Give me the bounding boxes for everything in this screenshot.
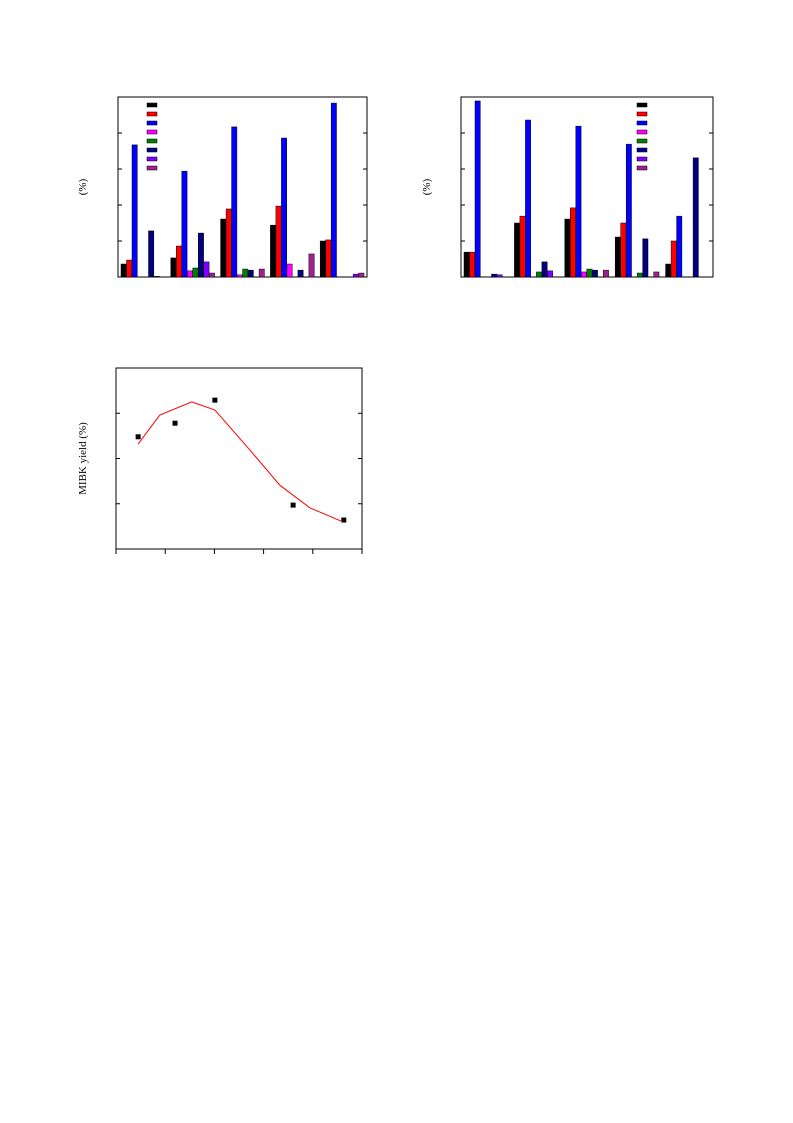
- bar: [586, 268, 593, 278]
- point: [290, 502, 296, 508]
- legend-swatch: [636, 165, 648, 171]
- y-axis-label: MIBK yield (%): [77, 422, 89, 495]
- bar: [514, 222, 520, 278]
- bar: [547, 270, 553, 278]
- legend-swatch: [146, 138, 158, 144]
- bar: [625, 143, 632, 278]
- bar: [286, 263, 293, 278]
- bar: [153, 276, 160, 278]
- bar: [665, 263, 672, 278]
- legend-swatch: [146, 129, 158, 135]
- bar: [570, 207, 576, 278]
- bar: [469, 251, 476, 278]
- legend-swatch: [636, 111, 648, 117]
- bar: [325, 239, 332, 278]
- bar: [564, 218, 571, 278]
- bar: [642, 238, 649, 278]
- bar: [636, 272, 643, 278]
- bar: [181, 170, 188, 278]
- legend-swatch: [146, 165, 158, 171]
- bar: [653, 271, 660, 278]
- plot-frame: [115, 367, 363, 550]
- bar: [496, 274, 503, 278]
- bar: [297, 269, 304, 278]
- bar: [603, 269, 609, 278]
- legend-swatch: [636, 102, 648, 108]
- legend-swatch: [636, 156, 648, 162]
- bar: [581, 271, 587, 278]
- bar: [203, 261, 210, 278]
- bar: [614, 236, 621, 278]
- bar: [519, 215, 526, 278]
- bar: [330, 102, 337, 278]
- bar: [176, 245, 182, 278]
- bar: [225, 208, 232, 278]
- bar: [281, 137, 287, 278]
- legend-swatch: [146, 111, 158, 117]
- legend-swatch: [146, 147, 158, 153]
- legend-swatch: [146, 120, 158, 126]
- bar: [220, 218, 227, 278]
- bar: [148, 230, 155, 278]
- bar: [258, 268, 265, 278]
- bar: [575, 125, 582, 278]
- legend-swatch: [636, 138, 648, 144]
- point: [172, 420, 178, 426]
- bar: [308, 253, 315, 278]
- y-axis-label: (%): [421, 178, 433, 195]
- legend-swatch: [146, 102, 158, 108]
- y-axis-label: (%): [77, 178, 89, 195]
- bar: [670, 240, 677, 278]
- bar: [352, 273, 359, 278]
- bar: [131, 144, 138, 278]
- bar: [126, 259, 133, 278]
- bar: [247, 269, 254, 278]
- bar: [170, 257, 177, 278]
- bar: [620, 222, 627, 278]
- bar: [209, 272, 215, 278]
- legend-swatch: [146, 156, 158, 162]
- bar: [536, 271, 542, 278]
- bar: [198, 232, 204, 278]
- bar: [692, 157, 699, 278]
- bar: [541, 261, 548, 278]
- bar: [463, 251, 470, 278]
- legend-swatch: [636, 120, 648, 126]
- point: [341, 517, 347, 523]
- bar: [231, 126, 238, 278]
- bar: [275, 205, 282, 278]
- point: [212, 397, 218, 403]
- legend-swatch: [636, 147, 648, 153]
- bar: [242, 268, 249, 278]
- bar: [187, 270, 193, 278]
- bar: [676, 215, 683, 278]
- bar: [270, 224, 276, 278]
- bar: [319, 240, 326, 278]
- bar: [592, 269, 598, 278]
- bar: [120, 263, 127, 278]
- point: [135, 434, 141, 440]
- legend-swatch: [636, 129, 648, 135]
- bar: [491, 273, 498, 278]
- bar: [236, 274, 243, 278]
- bar: [474, 100, 481, 278]
- bar: [192, 267, 199, 278]
- fit-line: [137, 401, 344, 523]
- bar: [525, 119, 531, 278]
- bar: [358, 272, 365, 278]
